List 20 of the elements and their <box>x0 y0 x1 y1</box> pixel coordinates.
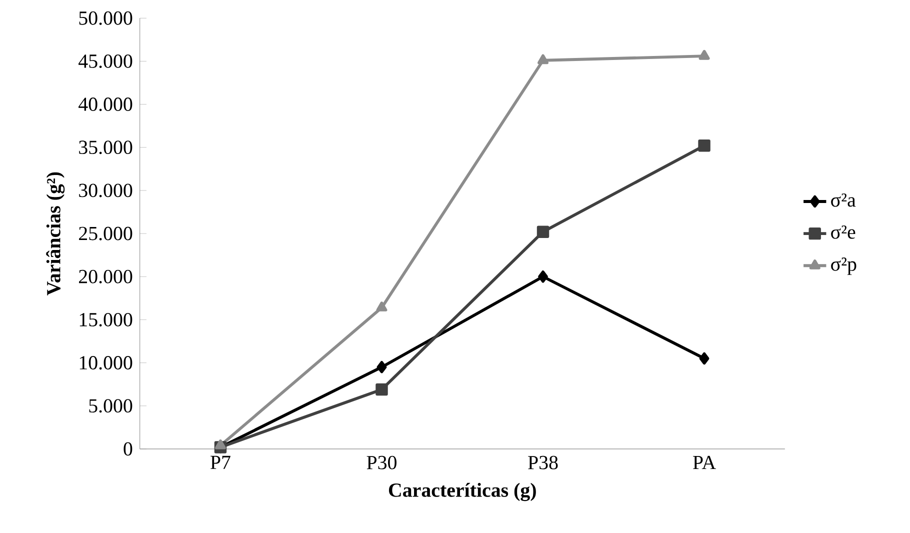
y-tick-label: 35.000 <box>79 140 132 154</box>
y-tick-label: 10.000 <box>80 356 132 370</box>
x-tick-label: P38 <box>528 456 558 470</box>
y-tick-label: 45.000 <box>78 54 132 68</box>
y-tick-label: 20.000 <box>79 270 132 284</box>
y-axis-title: Variâncias (g²) <box>46 172 65 296</box>
x-axis-title: Caracteríticas (g) <box>388 482 536 502</box>
y-tick-label: 50.000 <box>79 11 132 25</box>
x-tick-label: PA <box>693 456 716 470</box>
y-tick-label: 25.000 <box>79 226 132 240</box>
y-tick-label: 0 <box>124 442 132 456</box>
legend-label: σ²e <box>831 226 856 239</box>
x-tick-label: P7 <box>210 456 230 469</box>
y-tick-label: 30.000 <box>79 184 132 198</box>
legend-label: σ²p <box>831 258 856 276</box>
y-tick-label: 15.000 <box>80 313 132 327</box>
x-tick-label: P30 <box>366 456 396 470</box>
y-tick-label: 5.000 <box>89 399 132 413</box>
legend-label: σ²a <box>831 194 856 207</box>
y-tick-label: 40.000 <box>78 98 132 112</box>
